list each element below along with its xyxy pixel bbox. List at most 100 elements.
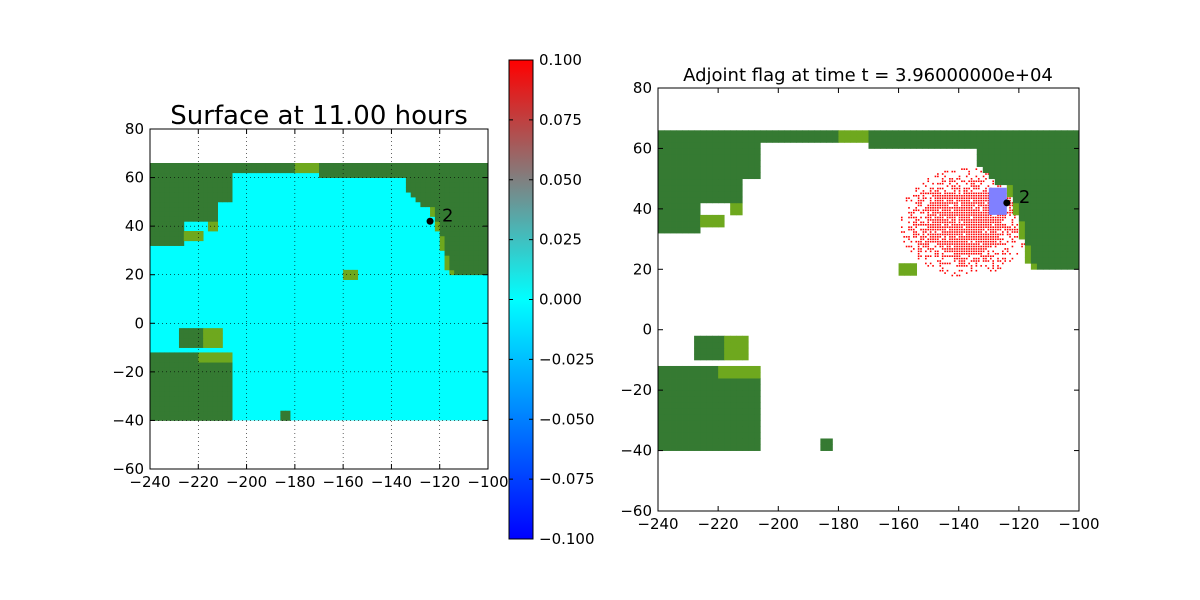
land-cell [183,410,190,416]
land-cell [449,182,455,188]
land-cell [688,390,695,397]
land-cell [694,130,701,137]
land-cell [682,408,689,415]
land-cell [1054,196,1062,204]
flag-cell [965,211,968,214]
land-cell [1024,130,1032,137]
land-cell [1012,142,1020,149]
land-cell [372,163,378,169]
flag-cell [958,240,961,243]
land-cell [670,444,677,451]
land-cell [449,231,455,237]
land-cell [164,367,170,373]
land-cell [658,148,665,155]
flag-cell [975,192,978,195]
flag-cell [929,202,932,204]
land-cell [664,202,671,210]
flag-cell [934,245,937,248]
land-cell [454,201,460,208]
land-cell [1048,136,1056,143]
land-cell [694,166,701,173]
land-cell [748,148,755,155]
land-cell [222,177,228,183]
flag-cell [980,214,982,216]
land-cell [1072,220,1079,228]
land-cell [463,245,470,251]
flag-cell [958,175,961,178]
land-cell [270,167,276,174]
land-cell [682,390,689,397]
flag-cell [961,250,963,253]
colorbar-ticks: 0.1000.0750.0500.0250.000−0.025−0.050−0.… [509,51,595,548]
land-cell [718,414,725,421]
land-cell [1042,226,1050,234]
land-cell [694,184,701,192]
flag-cell [1006,233,1009,236]
land-cell [434,211,441,217]
land-cell [222,391,228,397]
land-cell [1024,257,1032,264]
land-cell [1030,172,1038,180]
flag-cell [975,236,978,238]
land-cell [706,432,713,439]
flag-cell [989,226,992,228]
land-cell [742,378,749,385]
land-cell [940,136,948,143]
flag-cell [934,236,937,238]
flag-cell [963,209,966,212]
flag-cell [968,207,970,209]
land-cell [304,167,310,174]
flag-cell [934,238,937,241]
flag-cell [975,238,978,241]
land-cell [174,371,180,378]
land-cell [706,372,713,379]
flag-cell [932,209,934,212]
land-cell [154,192,161,198]
land-cell [832,130,839,137]
land-cell [724,420,731,427]
land-cell [280,163,286,169]
land-cell [376,172,383,178]
land-cell [468,192,474,198]
flag-cell [994,269,997,272]
flag-cell [989,243,992,245]
land-cell [434,226,441,232]
land-cell [468,240,474,246]
flag-cell [987,267,990,270]
flag-cell [953,228,956,231]
flag-cell [970,243,973,245]
flag-cell [929,226,932,228]
land-cell [1060,239,1068,246]
flag-cell [963,231,966,233]
land-cell [193,333,199,339]
land-cell [682,184,689,192]
land-cell [193,177,199,183]
flag-cell [951,187,954,190]
flag-cell [905,236,908,238]
land-cell [688,420,695,427]
land-cell [159,415,165,421]
flag-cell [963,265,966,267]
flag-cell [999,233,1002,236]
land-cell [742,372,749,379]
land-cell [1018,196,1026,204]
flag-cell [927,211,930,214]
flag-cell [987,245,990,248]
flag-cell [982,219,985,221]
land-cell [754,420,761,427]
land-cell [227,357,233,363]
land-cell [169,357,175,363]
flag-cell [944,180,946,183]
land-cell [700,353,707,361]
flag-cell [989,219,992,221]
land-cell [188,386,194,392]
flag-cell [992,255,994,257]
flag-cell [987,260,990,262]
land-cell [718,396,725,403]
flag-cell [958,265,961,267]
land-cell [916,130,924,137]
land-cell [468,250,474,256]
land-cell [222,163,228,169]
land-cell [164,235,170,242]
land-cell [664,420,671,427]
